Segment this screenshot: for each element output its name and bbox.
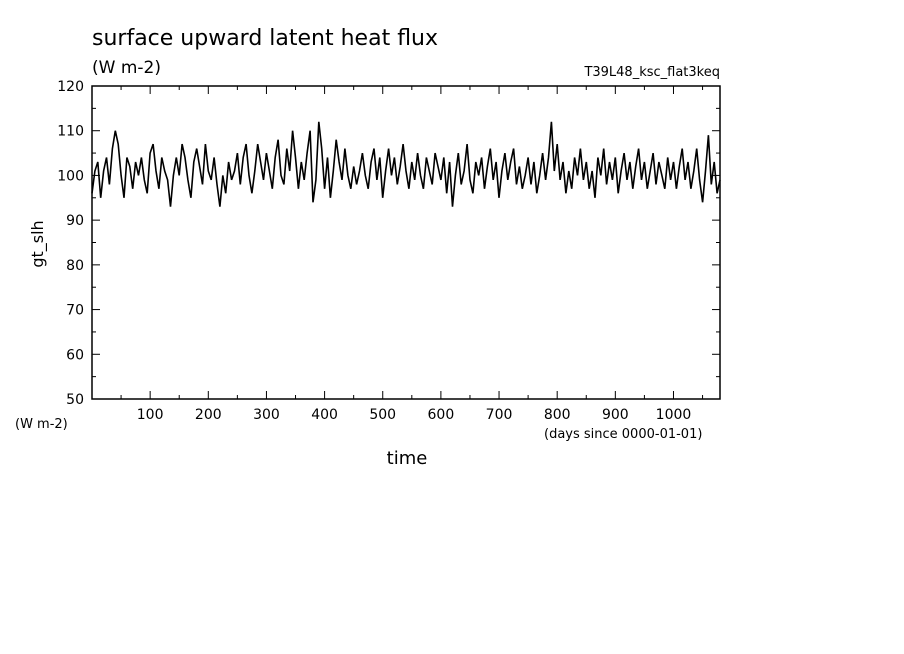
y-tick-label: 60 <box>66 347 84 363</box>
y-axis-label: gt_slh <box>28 220 48 267</box>
y-tick-label: 80 <box>66 258 84 274</box>
chart-title: surface upward latent heat flux <box>92 26 438 51</box>
y-tick-label: 90 <box>66 213 84 229</box>
axis-ticks <box>92 85 720 400</box>
x-tick-label: 200 <box>195 407 222 423</box>
y-tick-label: 100 <box>57 168 84 184</box>
plot-area: 100 200 300 400 500 600 700 800 900 1000 50 60 70 80… <box>57 79 721 423</box>
x-tick-label: 900 <box>602 407 629 423</box>
x-axis-label: time <box>387 448 428 469</box>
run-label: T39L48_ksc_flat3keq <box>583 65 720 80</box>
series-line <box>91 121 721 207</box>
y-tick-label: 110 <box>57 124 84 140</box>
y-units-label: (W m-2) <box>15 417 68 432</box>
x-tick-label: 1000 <box>656 407 692 423</box>
x-tick-label: 700 <box>486 407 513 423</box>
y-tick-label: 70 <box>66 303 84 319</box>
plot-frame <box>91 85 721 400</box>
x-tick-label: 300 <box>253 407 280 423</box>
x-units-label: (days since 0000-01-01) <box>544 427 702 442</box>
x-tick-labels: 100 200 300 400 500 600 700 800 900 1000 <box>137 407 692 423</box>
x-tick-label: 100 <box>137 407 164 423</box>
y-tick-label: 50 <box>66 392 84 408</box>
y-tick-labels: 50 60 70 80 90 100 110 120 <box>57 79 84 408</box>
x-tick-label: 800 <box>544 407 571 423</box>
units-label: (W m-2) <box>92 58 161 78</box>
x-tick-label: 500 <box>369 407 396 423</box>
y-tick-label: 120 <box>57 79 84 95</box>
x-tick-label: 600 <box>428 407 455 423</box>
x-tick-label: 400 <box>311 407 338 423</box>
